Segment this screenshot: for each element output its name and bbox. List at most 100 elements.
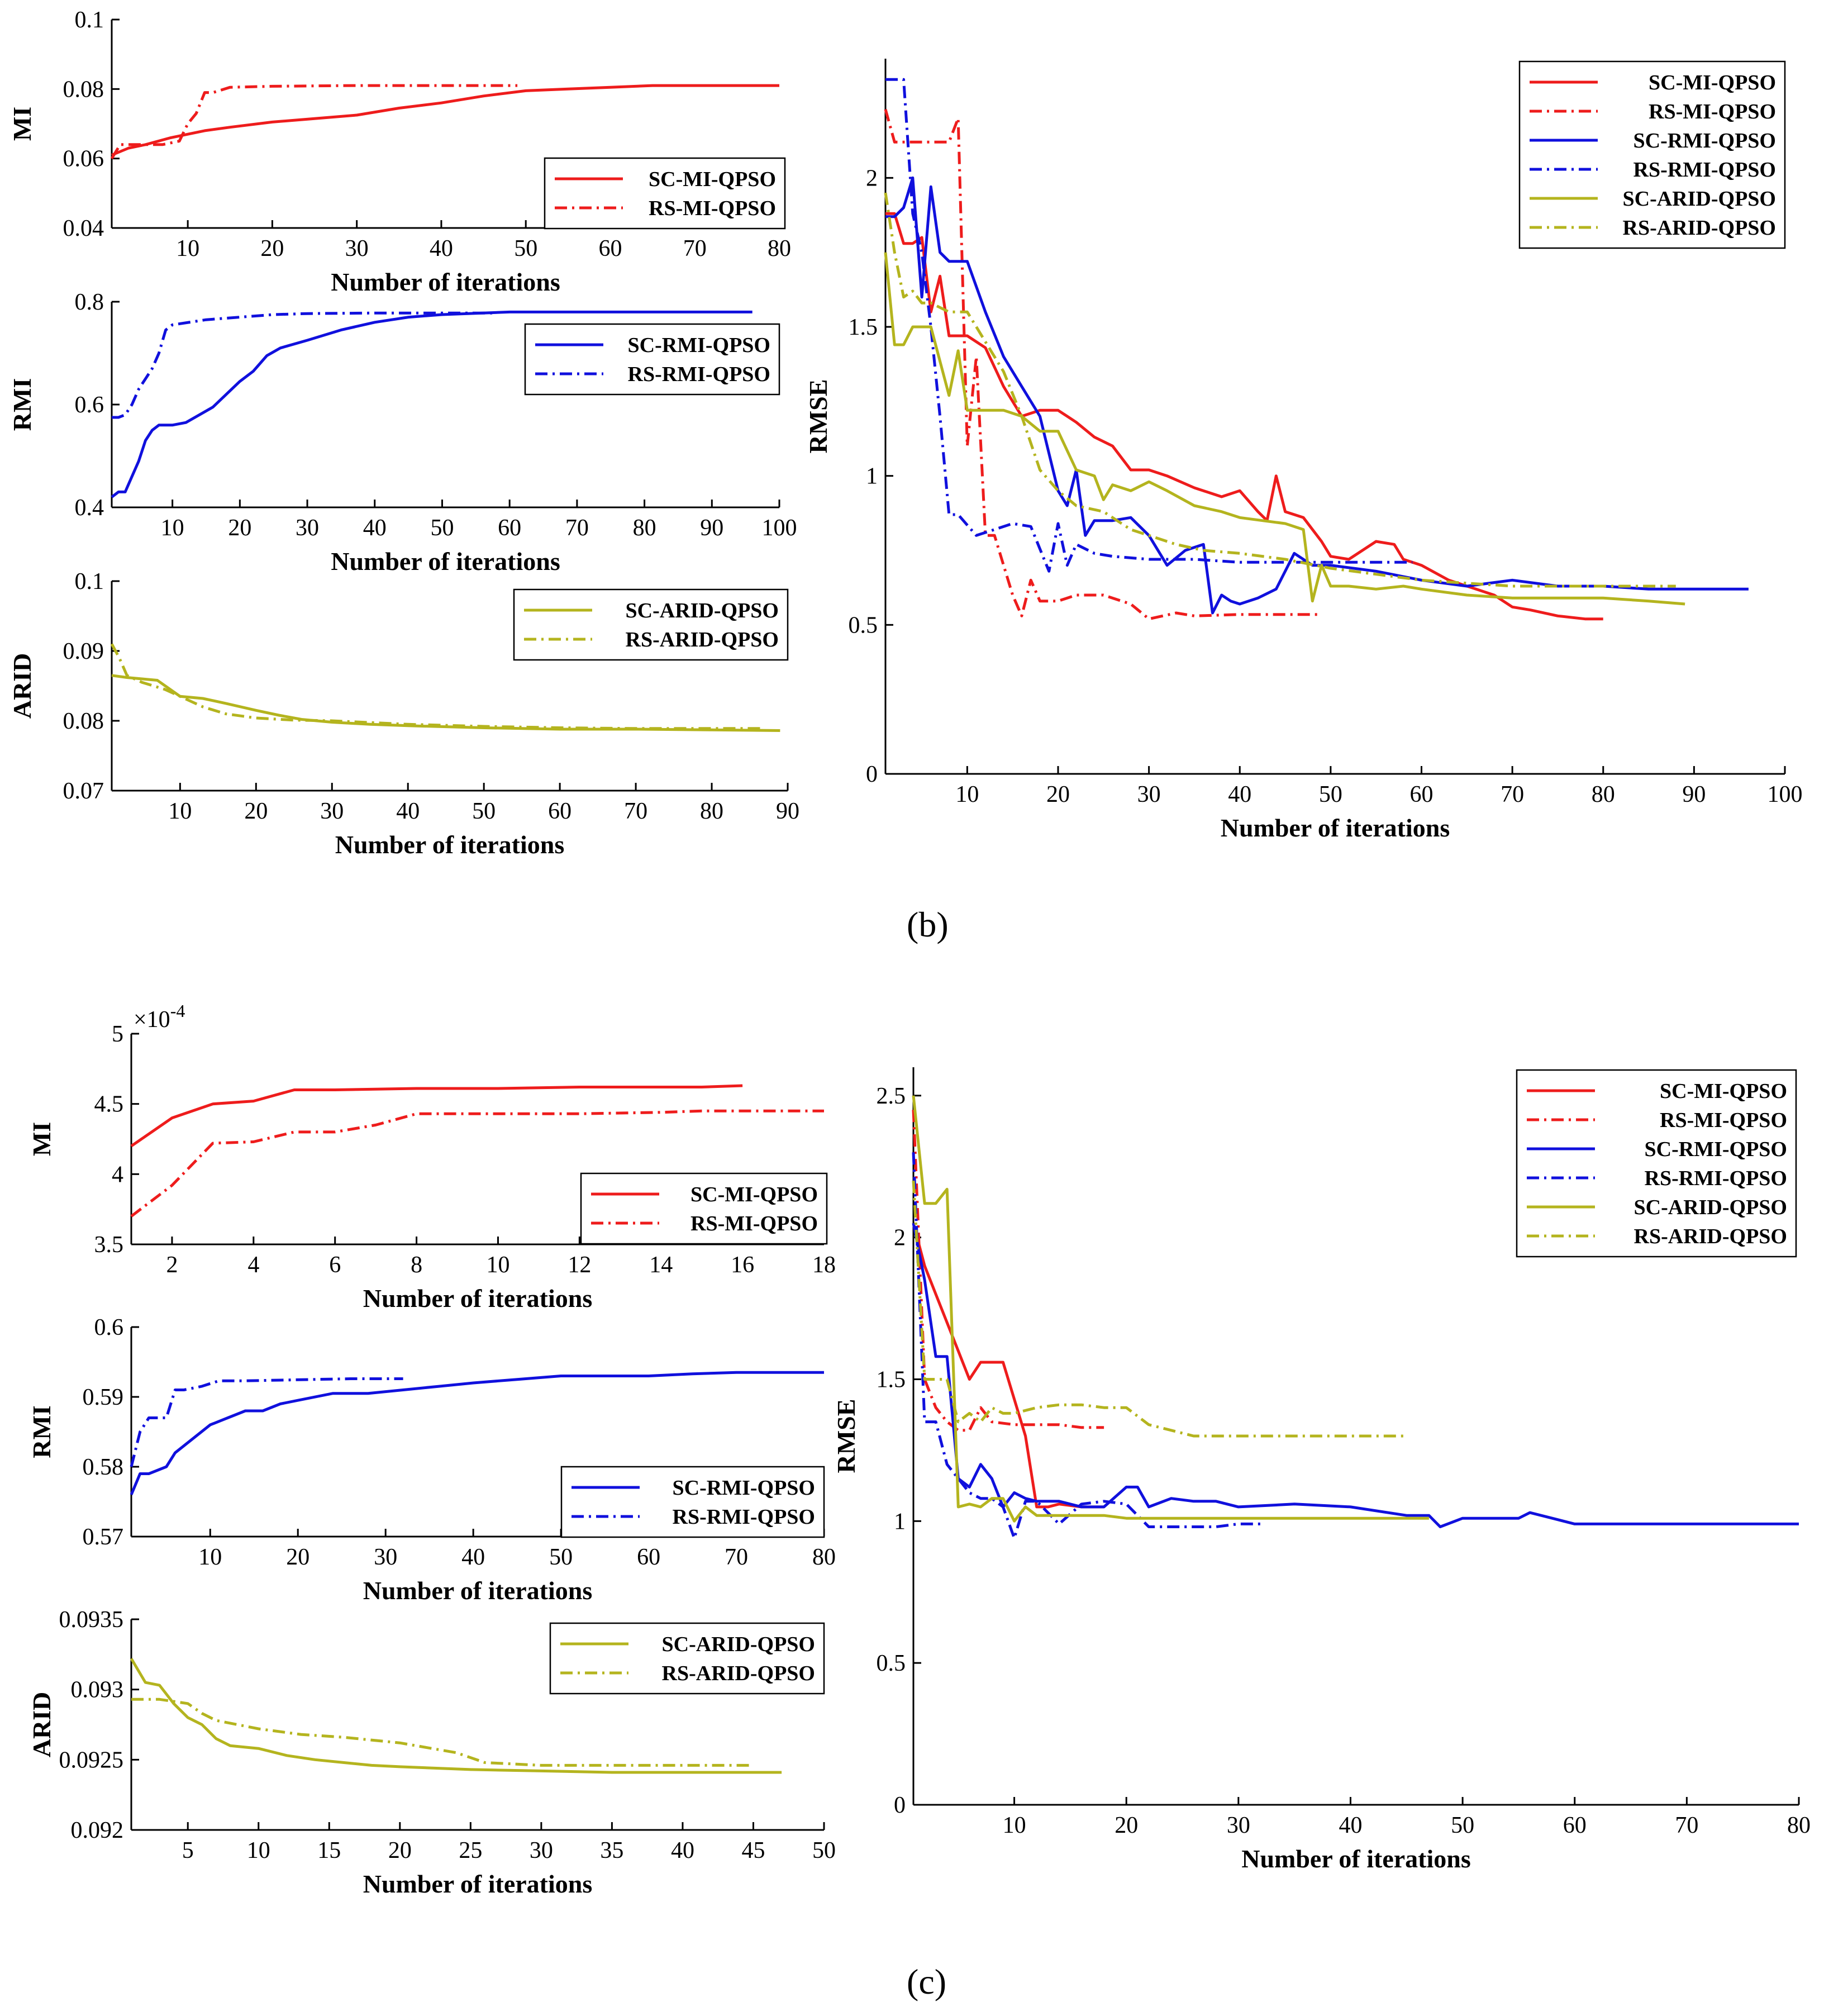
x-tick-label: 10 <box>161 515 184 541</box>
chart-b-rmi: 10 20 30 40 50 60 70 80 90 100 0.4 0.6 0.8 Number of … <box>8 289 797 576</box>
y-tick-label: 0 <box>866 762 878 787</box>
x-tick-label: 10 <box>486 1252 509 1278</box>
y-axis-label: RMI <box>27 1405 56 1458</box>
legend-box <box>1518 60 1786 249</box>
legend-entry: SC-RMI-QPSO <box>1645 1138 1787 1161</box>
y-tick-label: 4 <box>112 1162 123 1187</box>
axis-exponent-label: ×10-4 <box>134 1001 185 1033</box>
x-tick-label: 80 <box>812 1544 836 1570</box>
x-tick-label: 18 <box>812 1252 836 1278</box>
x-tick-label: 40 <box>430 236 453 261</box>
x-tick-label: 20 <box>228 515 251 541</box>
y-axis-label: RMSE <box>832 1399 860 1473</box>
y-tick-label: 0.09 <box>63 639 104 664</box>
caption-b: (b) <box>907 905 949 944</box>
x-tick-label: 60 <box>548 798 572 824</box>
x-tick-label: 20 <box>1046 782 1070 807</box>
x-axis-label: Number of iterations <box>335 830 565 859</box>
y-tick-label: 3.5 <box>94 1232 124 1258</box>
series-line-rs-arid-qpso <box>912 1180 1407 1438</box>
x-tick-label: 60 <box>498 515 521 541</box>
x-tick-label: 16 <box>731 1252 754 1278</box>
legend-box <box>560 1466 825 1538</box>
y-tick-label: 0.57 <box>83 1524 124 1550</box>
y-tick-label: 0.092 <box>71 1818 124 1843</box>
x-tick-label: 35 <box>600 1838 623 1863</box>
y-tick-label: 0 <box>894 1792 906 1818</box>
legend: SC-ARID-QPSO RS-ARID-QPSO <box>549 1622 825 1695</box>
legend: SC-RMI-QPSO RS-RMI-QPSO <box>524 323 780 396</box>
x-tick-label: 20 <box>1115 1813 1138 1838</box>
chart-c-mi: 2 4 6 8 10 12 14 16 18 3.5 4 4.5 5 ×10-4 Number of ite… <box>27 1001 836 1313</box>
x-tick-label: 6 <box>329 1252 341 1278</box>
x-tick-label: 45 <box>741 1838 765 1863</box>
legend-entry: RS-MI-QPSO <box>649 197 776 220</box>
x-tick-label: 40 <box>1339 1813 1362 1838</box>
x-tick-label: 50 <box>1319 782 1342 807</box>
x-tick-label: 70 <box>1501 782 1524 807</box>
series-line-rs-arid-qpso <box>131 1698 754 1767</box>
y-tick-label: 0.1 <box>75 7 104 33</box>
x-tick-label: 80 <box>1592 782 1615 807</box>
legend-entry: SC-RMI-QPSO <box>628 334 770 357</box>
y-axis-label: ARID <box>27 1692 56 1758</box>
legend-entry: SC-MI-QPSO <box>649 168 776 191</box>
series-line-rs-rmi-qpso <box>130 1377 403 1467</box>
legend-box <box>544 157 786 230</box>
y-tick-label: 0.59 <box>83 1385 124 1410</box>
legend-box <box>549 1622 825 1695</box>
legend: SC-MI-QPSO RS-MI-QPSO SC-RMI-QPSO RS-RMI-QP… <box>1518 60 1786 249</box>
x-tick-label: 30 <box>345 236 369 261</box>
legend-entry: SC-ARID-QPSO <box>1634 1196 1787 1219</box>
y-tick-label: 0.8 <box>75 289 104 315</box>
y-tick-label: 0.1 <box>75 569 104 595</box>
x-tick-label: 10 <box>176 236 199 261</box>
x-tick-label: 80 <box>1787 1813 1811 1838</box>
legend: SC-MI-QPSO RS-MI-QPSO SC-RMI-QPSO RS-RMI-QP… <box>1516 1069 1797 1258</box>
series-line-sc-mi-qpso <box>885 212 1603 621</box>
x-tick-label: 8 <box>411 1252 422 1278</box>
legend-entry: RS-ARID-QPSO <box>1634 1225 1787 1248</box>
legend: SC-ARID-QPSO RS-ARID-QPSO <box>513 588 789 661</box>
legend-entry: SC-ARID-QPSO <box>626 599 779 622</box>
x-tick-label: 70 <box>725 1544 748 1570</box>
chart-c-rmi: 10 20 30 40 50 60 70 80 0.57 0.58 0.59 0.6 Number of… <box>27 1315 836 1605</box>
legend-entry: RS-RMI-QPSO <box>1645 1167 1787 1190</box>
x-tick-label: 80 <box>768 236 791 261</box>
series-line-rs-arid-qpso <box>110 643 765 730</box>
x-tick-label: 50 <box>514 236 537 261</box>
legend-entry: RS-ARID-QPSO <box>662 1662 815 1685</box>
legend-entry: RS-MI-QPSO <box>690 1212 818 1235</box>
series-line-sc-rmi-qpso <box>111 310 753 498</box>
x-tick-label: 30 <box>296 515 319 541</box>
series-line-rs-arid-qpso <box>884 192 1676 588</box>
y-tick-label: 0.07 <box>63 778 104 804</box>
y-axis-label: RMI <box>8 378 36 431</box>
chart-c-arid: 5 10 15 20 25 30 35 40 45 50 0.092 0.0925 0.093 0.093… <box>27 1607 836 1898</box>
x-axis-label: Number of iterations <box>363 1576 593 1605</box>
x-tick-label: 10 <box>247 1838 270 1863</box>
x-tick-label: 10 <box>198 1544 222 1570</box>
x-tick-label: 5 <box>182 1838 194 1863</box>
y-axis-label: MI <box>8 107 36 141</box>
legend-box <box>580 1172 828 1245</box>
x-tick-label: 30 <box>374 1544 397 1570</box>
y-axis-label: RMSE <box>804 379 832 454</box>
series-line-sc-arid-qpso <box>130 1658 782 1774</box>
y-tick-label: 1.5 <box>877 1367 906 1392</box>
series-line-sc-rmi-qpso <box>912 1223 1799 1528</box>
x-tick-label: 70 <box>624 798 647 824</box>
x-tick-label: 40 <box>671 1838 694 1863</box>
legend-entry: RS-ARID-QPSO <box>626 628 779 652</box>
legend-entry: RS-RMI-QPSO <box>628 363 770 386</box>
series-line-sc-arid-qpso <box>884 252 1685 606</box>
y-tick-label: 0.08 <box>63 709 104 734</box>
x-tick-label: 30 <box>530 1838 553 1863</box>
x-tick-label: 14 <box>649 1252 673 1278</box>
legend-entry: RS-MI-QPSO <box>1660 1109 1787 1132</box>
x-tick-label: 20 <box>388 1838 412 1863</box>
series-line-sc-mi-qpso <box>111 84 779 156</box>
x-tick-label: 15 <box>317 1838 341 1863</box>
x-tick-label: 70 <box>565 515 589 541</box>
